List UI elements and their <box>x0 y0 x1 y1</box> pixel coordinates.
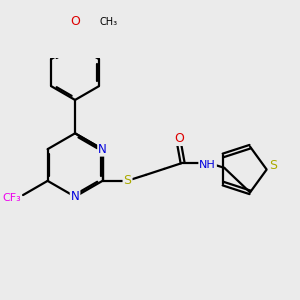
Text: O: O <box>70 15 80 28</box>
Text: CH₃: CH₃ <box>99 17 118 27</box>
Text: CF₃: CF₃ <box>2 194 21 203</box>
Text: S: S <box>124 174 131 188</box>
Text: NH: NH <box>199 160 216 170</box>
Text: S: S <box>269 159 277 172</box>
Text: N: N <box>98 143 107 156</box>
Text: N: N <box>71 190 80 203</box>
Text: O: O <box>174 132 184 145</box>
